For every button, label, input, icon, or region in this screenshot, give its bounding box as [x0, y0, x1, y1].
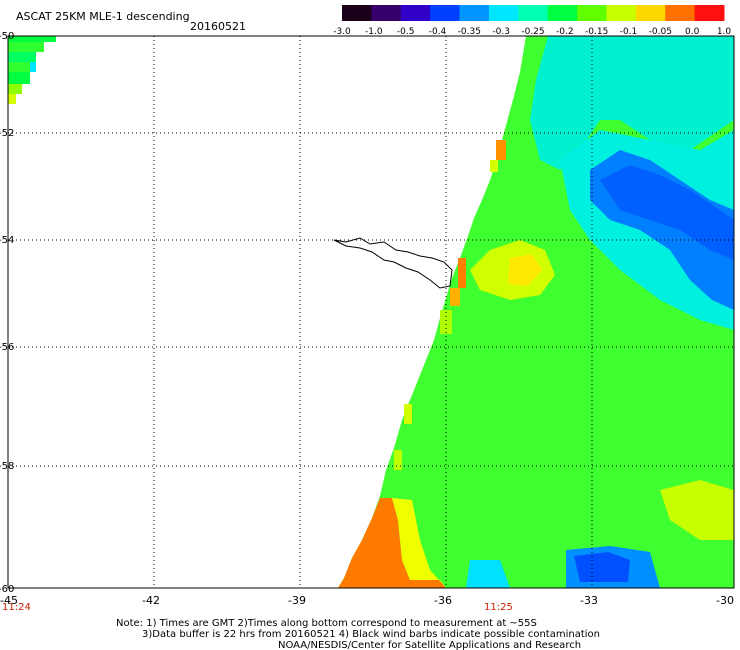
colorbar-label: -0.35: [458, 27, 481, 37]
colorbar-label: -0.15: [585, 27, 608, 37]
colorbar-swatch: [459, 5, 490, 21]
colorbar-swatch: [342, 5, 372, 21]
note-line-1: Note: 1) Times are GMT 2)Times along bot…: [116, 618, 537, 629]
blue-core: [600, 165, 734, 260]
colorbar-swatch: [577, 5, 607, 21]
colorbar-swatch: [635, 5, 666, 21]
yellow-edge-4: [394, 450, 402, 470]
lon-label: -33: [580, 594, 598, 607]
lon-label: -39: [288, 594, 306, 607]
colorbar-swatch: [430, 5, 461, 21]
chart-date: 20160521: [190, 20, 246, 33]
plot-frame: [7, 35, 735, 589]
note-line-3: NOAA/NESDIS/Center for Satellite Applica…: [278, 640, 581, 650]
colorbar-swatch: [371, 5, 402, 21]
chart-title: ASCAT 25KM MLE-1 descending: [16, 10, 190, 23]
time-label-mid: 11:25: [484, 602, 513, 613]
yellow-region-sw: [392, 498, 446, 588]
blue-core-south: [574, 552, 630, 582]
orange-edge-1: [458, 258, 466, 288]
colorbar-swatch: [488, 5, 519, 21]
colorbar-label: -0.2: [556, 27, 574, 37]
lat-label: -52: [0, 128, 14, 139]
yellow-edge-3: [404, 404, 412, 424]
time-label-start: 11:24: [2, 602, 31, 613]
lat-label: -56: [0, 342, 14, 353]
colorbar-label: -0.05: [649, 27, 672, 37]
cyan-region-south: [466, 560, 510, 588]
colorbar-swatch: [518, 5, 549, 21]
lat-lon-grid: [8, 36, 734, 588]
nw-swath: [8, 36, 56, 104]
yellow-region-se: [660, 480, 734, 540]
colorbar-label: 1.0: [717, 27, 732, 37]
colorbar-label: -0.1: [620, 27, 638, 37]
colorbar-label: 0.0: [685, 27, 700, 37]
latitude-labels: -50 -52 -54 -56 -58 -60: [0, 31, 14, 595]
color-scale-bar: [342, 5, 725, 21]
lat-label: -54: [0, 235, 14, 246]
colorbar-swatch: [606, 5, 637, 21]
yellow-edge-1: [490, 160, 498, 172]
lon-label: -30: [716, 594, 734, 607]
colorbar-label: -0.25: [521, 27, 544, 37]
orange-region-sw: [338, 498, 446, 588]
color-scale-labels: -3.0 -1.0 -0.5 -0.4 -0.35 -0.3 -0.25 -0.2 -0.15 -…: [333, 27, 731, 37]
lon-label: -36: [434, 594, 452, 607]
yellow-edge-2: [440, 310, 452, 334]
colorbar-label: -0.3: [492, 27, 510, 37]
colorbar-label: -0.5: [397, 27, 415, 37]
note-line-2: 3)Data buffer is 22 hrs from 20160521 4)…: [142, 629, 600, 640]
orange-edge-2: [450, 288, 460, 306]
colorbar-swatch: [694, 5, 725, 21]
lat-label: -60: [0, 584, 14, 595]
plot-area: [7, 35, 735, 589]
colorbar-swatch: [665, 5, 696, 21]
lon-label: -42: [142, 594, 160, 607]
orange-edge-3: [496, 140, 506, 160]
colorbar-label: -1.0: [365, 27, 383, 37]
colorbar-swatch: [547, 5, 578, 21]
colorbar-label: -3.0: [333, 27, 351, 37]
colorbar-swatch: [400, 5, 431, 21]
lat-label: -50: [0, 31, 14, 42]
island-coastline: [333, 237, 453, 289]
yellow-core-mid: [508, 254, 542, 286]
lon-label: -45: [0, 594, 18, 607]
colorbar-label: -0.4: [429, 27, 447, 37]
wind-data-field: [8, 36, 734, 588]
longitude-labels: -45 -42 -39 -36 -33 -30: [0, 594, 734, 607]
lat-label: -58: [0, 461, 14, 472]
cyan-region-north: [530, 36, 734, 170]
